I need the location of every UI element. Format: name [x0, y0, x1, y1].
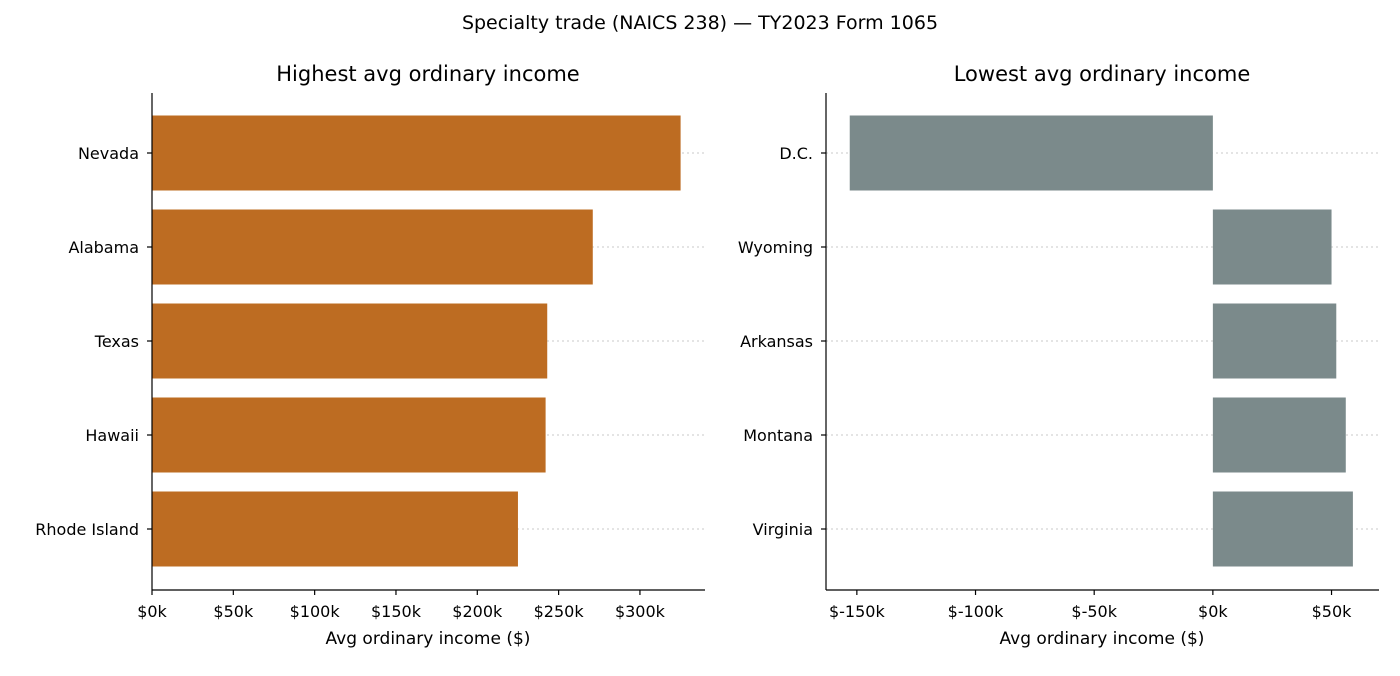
y-tick-label: Hawaii [85, 426, 139, 445]
y-tick-label: Alabama [68, 238, 139, 257]
bar-arkansas [1212, 303, 1337, 379]
y-tick-label: Nevada [78, 144, 139, 163]
y-tick-label: Wyoming [738, 238, 813, 257]
x-tick-label: $50k [1312, 602, 1353, 621]
bar-virginia [1212, 491, 1353, 567]
y-tick-label: Virginia [753, 520, 813, 539]
y-tick-label: Texas [94, 332, 139, 351]
x-tick-label: $200k [452, 602, 503, 621]
bar-alabama [152, 209, 593, 285]
x-tick-label: $0k [137, 602, 167, 621]
figure-suptitle: Specialty trade (NAICS 238) — TY2023 For… [462, 12, 938, 34]
y-tick-label: Arkansas [740, 332, 813, 351]
x-tick-label: $0k [1198, 602, 1228, 621]
x-tick-label: $100k [290, 602, 341, 621]
panel-highest-y-ticks: Nevada Alabama Texas Hawaii Rhode Island [35, 144, 152, 539]
x-tick-label: $-50k [1071, 602, 1117, 621]
bar-texas [152, 303, 548, 379]
panel-lowest-bars [849, 115, 1353, 567]
x-tick-label: $-150k [829, 602, 885, 621]
panel-highest: Highest avg ordinary income Nevada Alabam… [35, 62, 705, 649]
x-tick-label: $50k [213, 602, 254, 621]
panel-lowest-x-label: Avg ordinary income ($) [1000, 629, 1205, 649]
x-tick-label: $-100k [948, 602, 1004, 621]
bar-montana [1212, 397, 1346, 473]
x-tick-label: $300k [615, 602, 666, 621]
panel-lowest: Lowest avg ordinary income D.C. Wyoming Ar… [738, 62, 1379, 649]
bar-rhode-island [152, 491, 518, 567]
x-tick-label: $250k [534, 602, 585, 621]
x-tick-label: $150k [371, 602, 422, 621]
panel-lowest-x-ticks: $-150k $-100k $-50k $0k $50k [829, 590, 1352, 621]
y-tick-label: Montana [743, 426, 813, 445]
y-tick-label: D.C. [779, 144, 813, 163]
panel-lowest-y-ticks: D.C. Wyoming Arkansas Montana Virginia [738, 144, 826, 539]
y-tick-label: Rhode Island [35, 520, 139, 539]
bar-hawaii [152, 397, 546, 473]
bar-wyoming [1212, 209, 1332, 285]
panel-highest-bars [152, 115, 681, 567]
panel-highest-x-ticks: $0k $50k $100k $150k $200k $250k $300k [137, 590, 666, 621]
bar-nevada [152, 115, 681, 191]
panel-highest-title: Highest avg ordinary income [276, 62, 579, 86]
bar-d-c [849, 115, 1213, 191]
panel-highest-x-label: Avg ordinary income ($) [326, 629, 531, 649]
panel-lowest-title: Lowest avg ordinary income [954, 62, 1251, 86]
